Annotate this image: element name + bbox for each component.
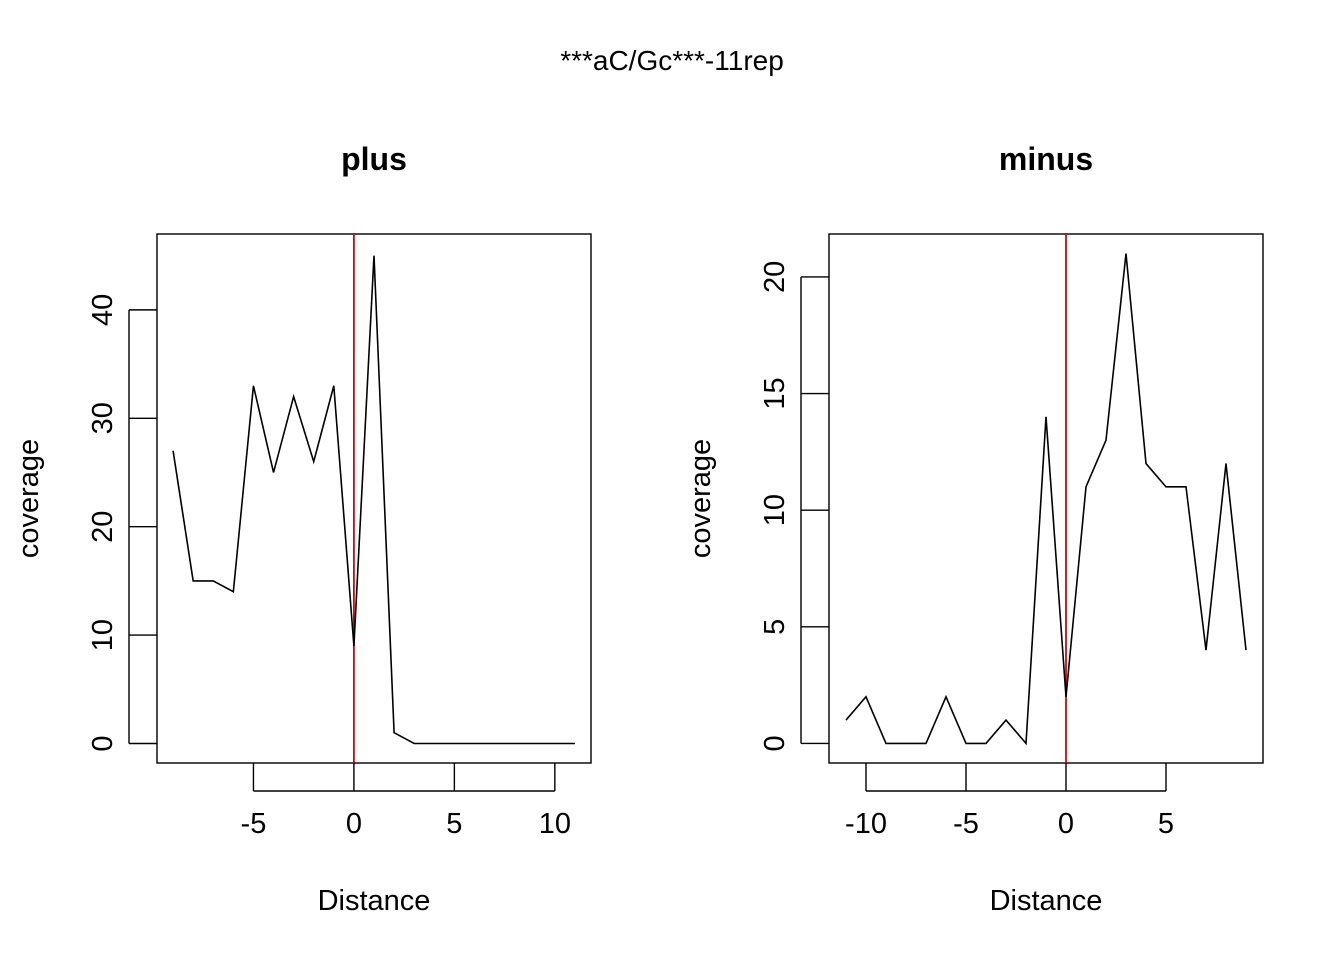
panel-minus: minus -10 -5 0 5 0 5 10 15 20 Distance coverage xyxy=(685,141,1264,917)
figure-title: ***aC/Gc***-11rep xyxy=(560,45,784,76)
y-tick-label: 10 xyxy=(759,494,791,526)
y-tick-label: 10 xyxy=(87,619,119,651)
x-tick-label: -5 xyxy=(241,808,267,840)
y-tick-label: 0 xyxy=(87,735,119,751)
x-tick-label: 10 xyxy=(539,808,571,840)
y-tick-label: 30 xyxy=(87,402,119,434)
x-axis-label: Distance xyxy=(318,885,431,917)
panel-title: minus xyxy=(999,141,1093,177)
x-tick-label: 0 xyxy=(346,808,362,840)
y-tick-label: 40 xyxy=(87,294,119,326)
panel-plus: plus -5 0 5 10 0 10 20 30 40 Distance coverage xyxy=(13,141,592,917)
y-tick-label: 20 xyxy=(87,511,119,543)
y-tick-label: 5 xyxy=(759,619,791,635)
plot-frame xyxy=(828,233,1264,764)
y-tick-label: 15 xyxy=(759,377,791,409)
x-tick-label: -5 xyxy=(953,808,979,840)
x-tick-label: -10 xyxy=(845,808,887,840)
x-tick-label: 5 xyxy=(446,808,462,840)
y-axis-label: coverage xyxy=(13,439,45,558)
plot-frame xyxy=(156,233,592,764)
panel-title: plus xyxy=(341,141,407,177)
y-tick-label: 20 xyxy=(759,261,791,293)
x-axis-label: Distance xyxy=(990,885,1103,917)
series-line xyxy=(845,253,1247,746)
y-tick-label: 0 xyxy=(759,735,791,751)
x-tick-label: 0 xyxy=(1058,808,1074,840)
y-axis-label: coverage xyxy=(685,439,717,558)
series-line xyxy=(172,255,575,745)
x-tick-label: 5 xyxy=(1158,808,1174,840)
